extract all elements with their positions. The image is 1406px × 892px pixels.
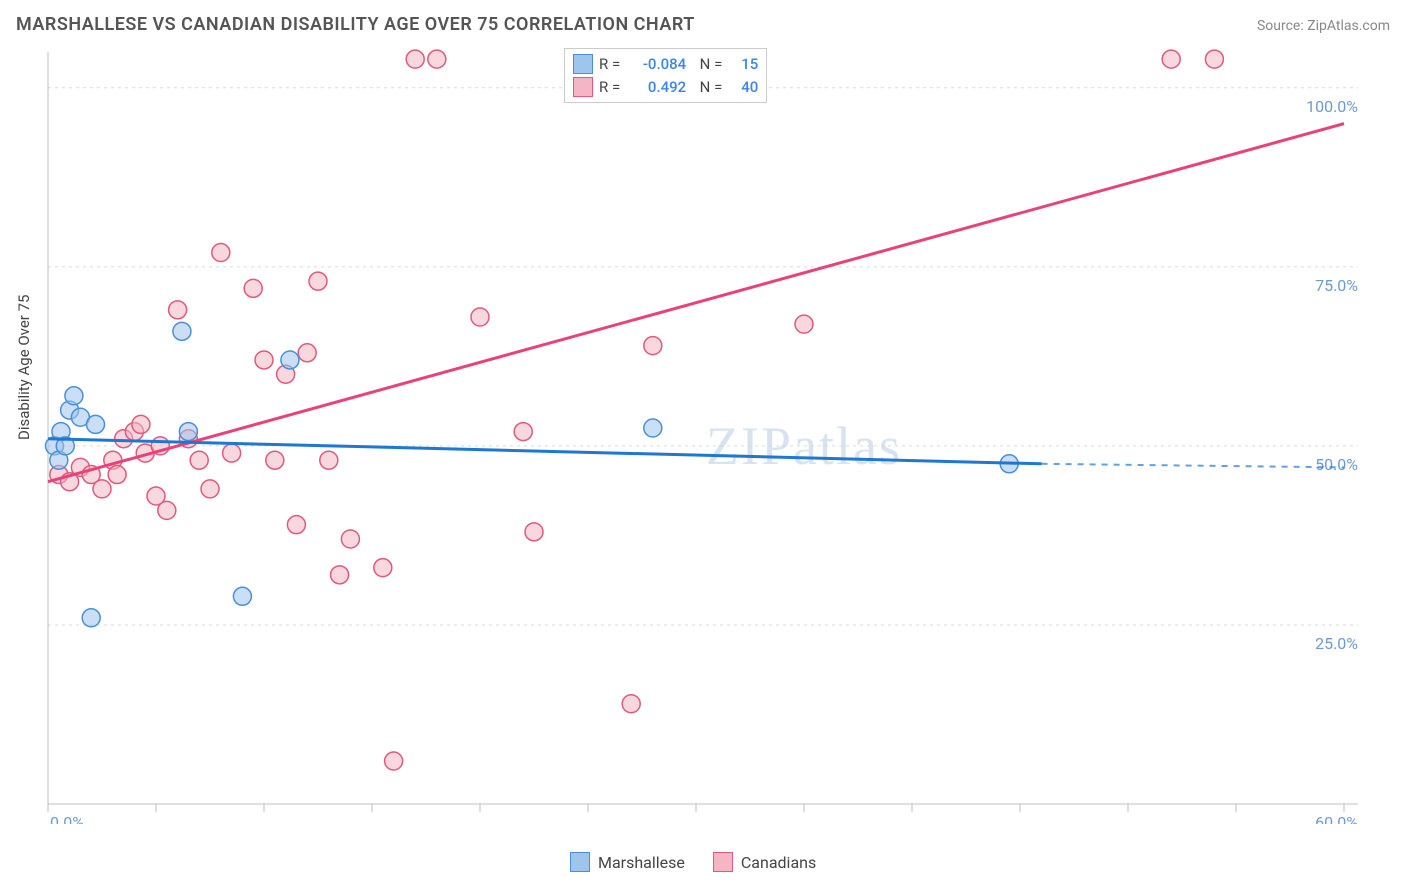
svg-text:100.0%: 100.0% <box>1306 97 1358 116</box>
svg-text:ZIPatlas: ZIPatlas <box>706 416 902 476</box>
svg-text:75.0%: 75.0% <box>1315 276 1358 295</box>
n-label: N = <box>692 53 722 76</box>
chart-title: MARSHALLESE VS CANADIAN DISABILITY AGE O… <box>16 14 695 35</box>
y-axis-label: Disability Age Over 75 <box>15 295 33 440</box>
r-label: R = <box>599 76 620 99</box>
svg-text:50.0%: 50.0% <box>1315 455 1358 474</box>
series-legend: Marshallese Canadians <box>570 852 816 872</box>
legend-swatch-canadians <box>713 852 733 872</box>
swatch-canadians <box>573 77 593 97</box>
r-value-canadians: 0.492 <box>626 76 686 99</box>
r-value-marshallese: -0.084 <box>626 53 686 76</box>
scatter-chart-svg: 25.0% 50.0% 75.0% 100.0% 0.0% 60.0% ZIPatlas <box>44 44 1364 824</box>
n-label: N = <box>692 76 722 99</box>
legend-label-marshallese: Marshallese <box>598 853 685 872</box>
n-value-canadians: 40 <box>728 76 758 99</box>
svg-text:60.0%: 60.0% <box>1315 813 1358 824</box>
legend-swatch-marshallese <box>570 852 590 872</box>
source-label: Source: ZipAtlas.com <box>1257 18 1390 34</box>
legend-label-canadians: Canadians <box>741 853 816 872</box>
swatch-marshallese <box>573 54 593 74</box>
r-label: R = <box>599 53 620 76</box>
chart-area: 25.0% 50.0% 75.0% 100.0% 0.0% 60.0% ZIPatlas <box>44 44 1364 824</box>
svg-text:25.0%: 25.0% <box>1315 634 1358 653</box>
stats-legend-box: R = -0.084 N = 15 R = 0.492 N = 40 <box>564 48 767 103</box>
svg-text:0.0%: 0.0% <box>50 813 84 824</box>
n-value-marshallese: 15 <box>728 53 758 76</box>
